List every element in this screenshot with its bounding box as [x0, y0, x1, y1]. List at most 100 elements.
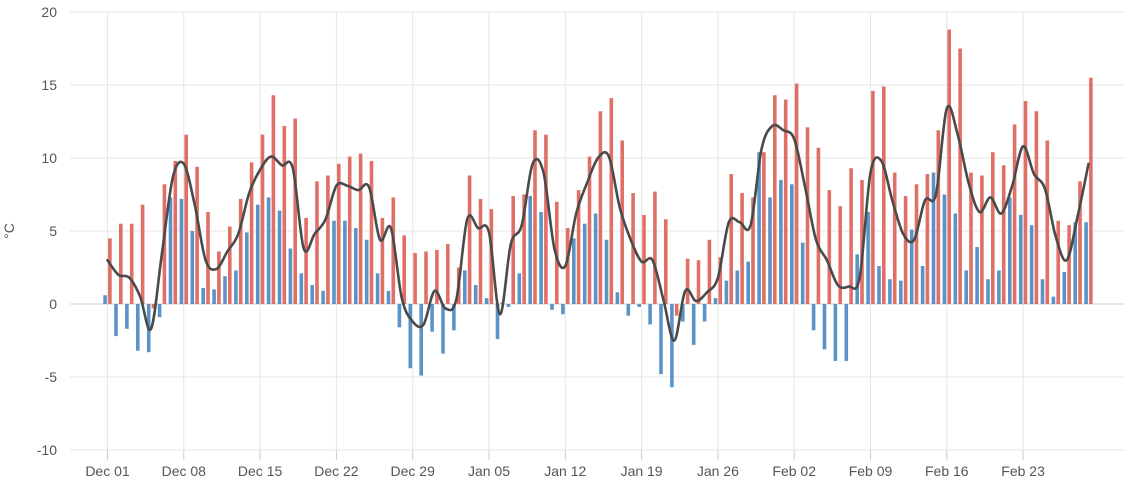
x-tick-label: Dec 15	[238, 463, 283, 479]
max-temp-bar	[1045, 140, 1050, 304]
min-temp-bar	[310, 285, 314, 304]
max-temp-bar	[1023, 101, 1028, 304]
max-temp-bar	[544, 134, 548, 304]
y-axis-tick-labels: 20 15 10 5 0 -5 -10	[37, 4, 57, 458]
x-tick-label: Feb 02	[772, 463, 816, 479]
max-temp-bar	[991, 152, 995, 304]
max-temp-bar	[576, 190, 581, 304]
max-temp-bar	[304, 217, 308, 304]
min-temp-bar	[790, 184, 794, 304]
min-temp-bar	[103, 295, 107, 304]
max-temp-bar	[1056, 220, 1060, 304]
y-tick-label: 5	[49, 223, 57, 239]
max-temp-bar	[903, 195, 908, 304]
min-temp-bar	[1084, 222, 1088, 304]
x-tick-label: Jan 12	[544, 463, 586, 479]
min-temp-bar	[397, 304, 402, 328]
max-temp-bar	[293, 118, 297, 304]
min-temp-bar	[364, 239, 369, 304]
min-temp-bar	[1073, 222, 1077, 304]
max-temp-bar	[1089, 77, 1093, 304]
min-temp-bar	[844, 304, 849, 361]
max-temp-bar	[1078, 181, 1082, 304]
max-temp-bar	[358, 153, 363, 304]
min-temp-bar	[822, 304, 827, 350]
min-temp-bar	[1018, 214, 1023, 304]
max-temp-bar	[707, 239, 712, 304]
min-temp-bar	[582, 223, 587, 304]
max-temp-bar	[783, 99, 788, 304]
max-temp-bar	[685, 258, 690, 304]
max-temp-bar	[565, 228, 570, 304]
max-temp-bar	[598, 111, 603, 304]
max-temp-bar	[228, 226, 232, 304]
max-temp-bar	[108, 238, 112, 304]
max-temp-bar	[642, 214, 646, 304]
y-tick-label: -10	[37, 442, 57, 458]
min-temp-bar	[670, 304, 674, 388]
avg-temperature-line	[106, 104, 1090, 342]
max-temp-bar	[424, 251, 428, 304]
min-temp-bar	[866, 212, 870, 304]
max-temp-bar	[533, 130, 537, 304]
max-temp-bar	[184, 134, 188, 304]
max-temp-bar	[718, 257, 723, 304]
min-temp-bar	[539, 212, 543, 304]
min-temp-bar	[408, 304, 413, 369]
min-temp-bar	[343, 220, 347, 304]
max-temp-bar	[238, 198, 243, 304]
max-temp-bar	[860, 179, 864, 304]
x-tick-label: Dec 29	[391, 463, 436, 479]
min-temp-bar	[201, 287, 205, 304]
max-temp-bar	[413, 252, 417, 304]
max-temp-bar	[446, 244, 450, 304]
min-temp-bar	[255, 204, 260, 304]
max-temp-bar	[794, 83, 799, 304]
max-temp-bar	[391, 197, 396, 304]
max-temp-bar	[129, 223, 134, 304]
min-temp-bar	[757, 152, 761, 304]
min-temp-bar	[1062, 271, 1067, 304]
min-temp-bar	[386, 290, 391, 304]
max-temp-bar	[260, 134, 265, 304]
max-temp-bar	[119, 223, 123, 304]
max-temp-bar	[337, 163, 341, 304]
min-temp-bar	[473, 285, 478, 304]
max-temp-bar	[871, 90, 875, 304]
min-temp-bar	[375, 273, 380, 304]
max-temp-bar	[969, 172, 973, 304]
max-temp-bar	[587, 156, 592, 304]
min-temp-bar	[288, 248, 293, 304]
min-temp-bar	[659, 304, 663, 375]
min-temp-bar	[768, 197, 772, 304]
min-temp-bar	[920, 266, 925, 304]
max-temp-bar	[849, 168, 853, 304]
max-temp-bar	[947, 29, 951, 305]
max-temp-bar	[173, 160, 178, 304]
min-temp-bar	[909, 229, 914, 304]
y-tick-label: 10	[41, 150, 57, 166]
min-temp-bar	[495, 304, 500, 340]
max-temp-bar	[1067, 225, 1071, 304]
min-temp-bar	[136, 304, 140, 351]
min-temp-bar	[168, 197, 173, 304]
max-temp-bar	[805, 127, 810, 304]
min-temp-bar	[702, 304, 707, 322]
min-temp-bar	[811, 304, 816, 331]
min-temp-bar	[997, 270, 1001, 304]
min-temp-bar	[626, 304, 631, 316]
min-temp-bar	[1051, 296, 1056, 304]
y-tick-label: -5	[45, 369, 58, 385]
max-temp-bar	[511, 195, 515, 304]
x-tick-label: Jan 05	[468, 463, 510, 479]
max-temp-bar	[980, 175, 984, 304]
x-tick-label: Feb 09	[849, 463, 893, 479]
min-temp-bar	[517, 273, 522, 304]
min-temp-bar	[266, 197, 271, 304]
max-temp-bar	[282, 125, 287, 304]
min-temp-bar	[724, 280, 729, 304]
max-temp-bar	[762, 152, 766, 304]
min-temp-bar	[114, 304, 118, 337]
